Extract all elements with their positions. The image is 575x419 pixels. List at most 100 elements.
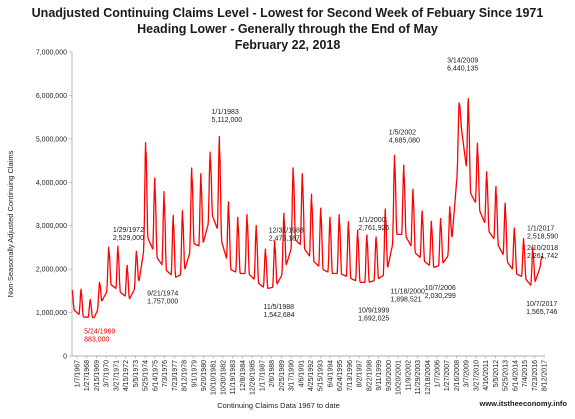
annotation-date: 9/21/1974 xyxy=(147,291,178,298)
x-tick-label: 8/12/2017 xyxy=(542,360,549,391)
annotation-date: 11/18/2000 xyxy=(390,289,425,296)
annotation-date: 10/7/2017 xyxy=(526,301,557,308)
x-tick-label: 1/27/1968 xyxy=(84,360,91,391)
data-annotation: 5/24/1969 883,000 xyxy=(84,329,115,344)
annotation-date: 10/9/1999 xyxy=(358,308,389,315)
annotation-date: 1/29/1972 xyxy=(113,227,144,234)
x-axis-label: Continuing Claims Data 1967 to date xyxy=(217,401,340,410)
annotation-value: 2,030,299 xyxy=(425,293,456,300)
annotation-date: 11/5/1988 xyxy=(263,304,294,311)
data-annotation: 1/1/2017 2,518,590 xyxy=(527,226,558,241)
annotation-date: 2/10/2018 xyxy=(527,245,558,252)
x-tick-label: 7/23/1977 xyxy=(172,360,179,391)
x-tick-label: 5/15/1993 xyxy=(318,360,325,391)
chart-title: Unadjusted Continuing Claims Level - Low… xyxy=(31,6,544,20)
x-tick-label: 4/16/2011 xyxy=(483,360,490,391)
x-tick-label: 8/2/1997 xyxy=(357,360,364,387)
x-tick-label: 2/6/1988 xyxy=(269,360,276,387)
x-tick-label: 4/25/1992 xyxy=(308,360,315,391)
x-tick-label: 10/10/1981 xyxy=(211,360,218,395)
data-annotation: 1/1/2000 2,761,926 xyxy=(358,217,389,232)
x-tick-label: 9/11/1999 xyxy=(376,360,383,391)
annotation-value: 2,529,000 xyxy=(113,235,144,242)
x-tick-label: 9/20/1980 xyxy=(201,360,208,391)
data-annotation: 10/7/2017 1,565,746 xyxy=(526,301,557,316)
annotation-value: 4,685,080 xyxy=(389,138,420,145)
x-tick-label: 7/23/2016 xyxy=(532,360,539,391)
data-annotation: 12/31/1988 2,473,187 xyxy=(269,228,304,243)
data-annotation: 10/9/1999 1,692,025 xyxy=(358,308,389,323)
x-tick-label: 8/12/1978 xyxy=(182,360,189,391)
y-tick-label: 2,000,000 xyxy=(36,267,67,274)
x-tick-label: 6/4/1994 xyxy=(327,360,334,387)
x-tick-label: 3/7/1970 xyxy=(104,360,111,387)
x-tick-label: 11/29/2003 xyxy=(415,360,422,395)
data-annotation: 11/18/2000 1,898,521 xyxy=(390,289,425,304)
x-tick-label: 12/8/1984 xyxy=(240,360,247,391)
x-tick-label: 11/9/2002 xyxy=(405,360,412,391)
data-annotation: 1/1/1983 5,112,000 xyxy=(212,109,243,124)
data-annotation: 9/21/1974 1,757,000 xyxy=(147,291,178,306)
x-tick-label: 3/7/2009 xyxy=(464,360,471,387)
data-annotation: 10/7/2006 2,030,299 xyxy=(425,285,456,300)
annotation-date: 1/1/2000 xyxy=(358,217,385,224)
annotation-value: 1,692,025 xyxy=(358,316,389,323)
x-tick-label: 8/22/1998 xyxy=(366,360,373,391)
annotation-date: 5/24/1969 xyxy=(84,329,115,336)
annotation-date: 1/1/1983 xyxy=(212,109,239,116)
annotation-value: 2,261,742 xyxy=(527,253,558,260)
x-tick-label: 1/17/1987 xyxy=(259,360,266,391)
data-annotation: 11/5/1988 1,542,684 xyxy=(263,304,294,319)
annotation-value: 1,898,521 xyxy=(390,297,421,304)
data-annotation: 1/5/2002 4,685,080 xyxy=(389,130,420,145)
x-tick-label: 6/14/2014 xyxy=(512,360,519,391)
annotation-value: 5,112,000 xyxy=(212,117,243,124)
y-tick-label: 7,000,000 xyxy=(36,50,67,57)
y-axis-label: Non-Seasonally Adjusted Continuing Claim… xyxy=(6,150,15,297)
y-tick-label: 0 xyxy=(63,354,67,361)
y-tick-label: 1,000,000 xyxy=(36,310,67,317)
x-tick-label: 5/5/1973 xyxy=(133,360,140,387)
x-tick-label: 4/6/1991 xyxy=(298,360,305,387)
annotation-date: 1/5/2002 xyxy=(389,130,416,137)
annotation-value: 2,761,926 xyxy=(358,225,389,232)
x-tick-label: 9/30/2000 xyxy=(386,360,393,391)
credit-text: www.itstheeconomy.info xyxy=(479,399,567,408)
x-tick-label: 4/15/1972 xyxy=(123,360,130,391)
x-tick-label: 1/7/2006 xyxy=(434,360,441,387)
x-tick-label: 3/27/1971 xyxy=(113,360,120,391)
chart-subtitle: Heading Lower - Generally through the En… xyxy=(137,22,438,36)
annotation-date: 1/1/2017 xyxy=(527,226,554,233)
x-tick-label: 1/27/2007 xyxy=(444,360,451,391)
x-tick-label: 6/24/1995 xyxy=(337,360,344,391)
annotation-value: 883,000 xyxy=(84,337,109,344)
y-tick-label: 4,000,000 xyxy=(36,180,67,187)
x-tick-label: 5/25/2013 xyxy=(503,360,510,391)
y-tick-label: 6,000,000 xyxy=(36,93,67,100)
x-tick-label: 9/1/1979 xyxy=(191,360,198,387)
x-tick-label: 5/5/2012 xyxy=(493,360,500,387)
x-tick-label: 1/7/1967 xyxy=(75,360,82,387)
annotation-date: 12/31/1988 xyxy=(269,228,304,235)
x-tick-label: 5/25/1974 xyxy=(143,360,150,391)
annotation-value: 6,440,135 xyxy=(447,65,478,72)
x-tick-label: 7/3/1976 xyxy=(162,360,169,387)
x-tick-label: 10/30/1982 xyxy=(220,360,227,395)
chart-date: February 22, 2018 xyxy=(234,38,341,52)
y-tick-label: 3,000,000 xyxy=(36,223,67,230)
y-tick-label: 5,000,000 xyxy=(36,136,67,143)
series-line xyxy=(71,97,544,319)
annotation-date: 10/7/2006 xyxy=(425,285,456,292)
annotation-value: 2,518,590 xyxy=(527,234,558,241)
data-annotation: 1/29/1972 2,529,000 xyxy=(113,227,144,242)
annotation-value: 1,757,000 xyxy=(147,299,178,306)
x-tick-label: 7/13/1996 xyxy=(347,360,354,391)
x-tick-label: 12/28/1985 xyxy=(250,360,257,395)
x-tick-label: 7/4/2015 xyxy=(522,360,529,387)
x-tick-label: 2/16/2008 xyxy=(454,360,461,391)
data-annotation: 2/10/2018 2,261,742 xyxy=(527,245,558,260)
data-annotation: 3/14/2009 6,440,135 xyxy=(447,57,478,72)
annotation-date: 3/14/2009 xyxy=(447,57,478,64)
x-tick-label: 10/20/2001 xyxy=(396,360,403,395)
